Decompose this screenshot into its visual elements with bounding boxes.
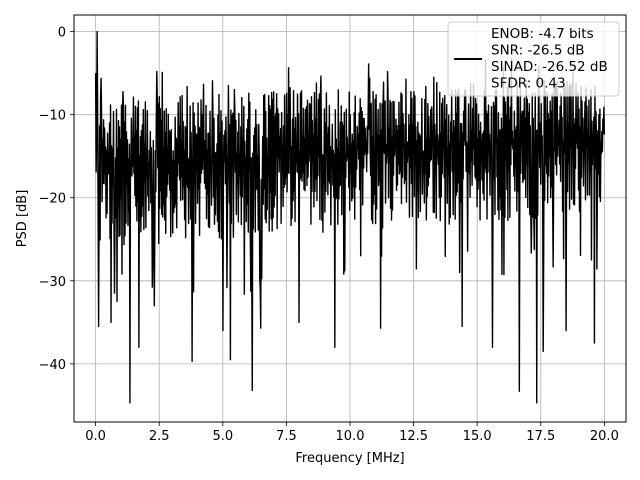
y-tick-label: −10 xyxy=(39,109,66,124)
legend: ENOB: -4.7 bits SNR: -26.5 dB SINAD: -26… xyxy=(447,21,620,97)
x-tick-label: 20.0 xyxy=(590,429,619,444)
y-tick-label: −20 xyxy=(39,192,66,207)
x-tick-label: 17.5 xyxy=(526,429,555,444)
x-tick-label: 15.0 xyxy=(463,429,492,444)
legend-sfdr: SFDR: 0.43 xyxy=(491,76,566,92)
psd-series-line xyxy=(94,30,606,404)
x-axis-label: Frequency [MHz] xyxy=(295,451,404,466)
legend-snr: SNR: -26.5 dB xyxy=(491,43,585,59)
x-tick-label: 12.5 xyxy=(399,429,428,444)
psd-series xyxy=(94,30,606,404)
x-tick-label: 5.0 xyxy=(212,429,233,444)
x-tick-label: 7.5 xyxy=(276,429,297,444)
y-tick-label: −30 xyxy=(39,275,66,290)
legend-sinad: SINAD: -26.52 dB xyxy=(491,59,608,75)
x-tick-label: 2.5 xyxy=(149,429,170,444)
y-axis-label: PSD [dB] xyxy=(15,190,30,248)
legend-enob: ENOB: -4.7 bits xyxy=(491,26,594,42)
legend-box xyxy=(447,21,620,97)
y-tick-label: 0 xyxy=(58,26,66,41)
x-tick-label: 0.0 xyxy=(85,429,106,444)
y-tick-label: −40 xyxy=(39,358,66,373)
y-axis-ticks: 0 −10 −20 −30 −40 xyxy=(39,26,74,373)
x-axis-ticks: 0.0 2.5 5.0 7.5 10.0 12.5 15.0 17.5 20.0 xyxy=(85,422,619,444)
x-tick-label: 10.0 xyxy=(336,429,365,444)
